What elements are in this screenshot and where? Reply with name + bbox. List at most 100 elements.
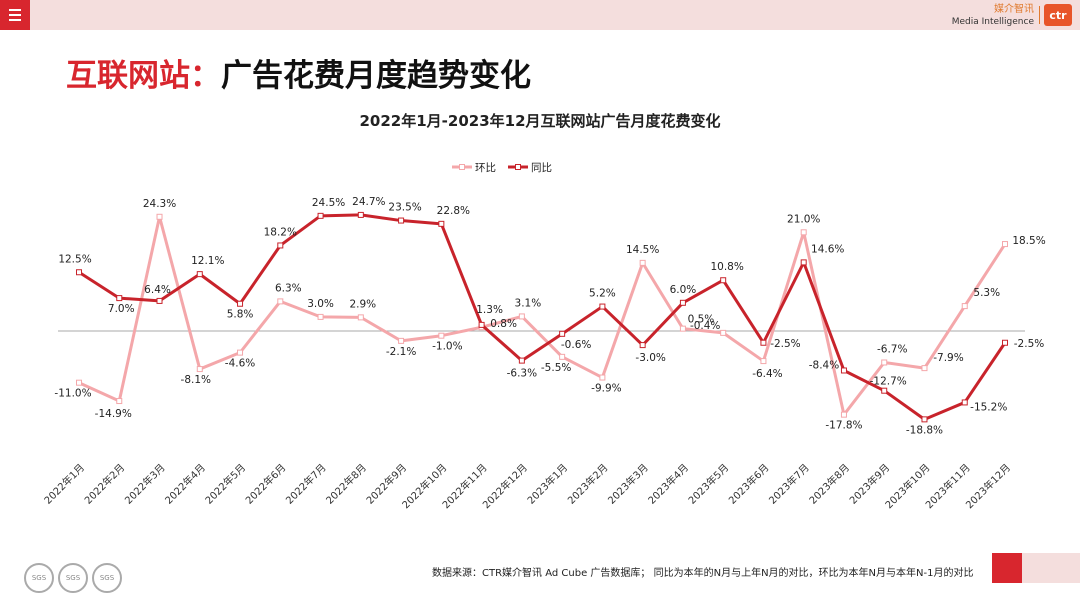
- data-point-tongbi: [237, 300, 244, 307]
- data-label-tongbi: -18.8%: [906, 424, 943, 436]
- data-label-huanbi: 3.1%: [515, 297, 542, 309]
- x-tick-label: 2022年8月: [323, 461, 369, 507]
- data-label-huanbi: -9.9%: [591, 383, 621, 395]
- footer-source: 数据来源：CTR媒介智讯 Ad Cube 广告数据库； 同比为本年的N月与上年N…: [432, 568, 974, 579]
- data-point-tongbi: [438, 220, 445, 227]
- data-label-tongbi: 1.3%: [476, 304, 503, 316]
- data-label-huanbi: -1.0%: [432, 341, 462, 353]
- data-point-tongbi: [398, 217, 405, 224]
- data-point-huanbi: [840, 411, 847, 418]
- data-point-huanbi: [116, 398, 123, 405]
- data-label-huanbi: 0.8%: [490, 318, 517, 330]
- data-label-huanbi: -7.9%: [933, 352, 963, 364]
- data-point-huanbi: [921, 365, 928, 372]
- x-tick-label: 2023年8月: [806, 461, 852, 507]
- x-tick-label: 2023年6月: [726, 461, 772, 507]
- series-line-huanbi: [78, 215, 1007, 417]
- x-tick-label: 2023年7月: [766, 461, 812, 507]
- data-label-tongbi: -0.6%: [561, 339, 591, 351]
- page-title: 互联网站：广告花费月度趋势变化: [66, 50, 531, 95]
- x-tick-label: 2023年1月: [524, 461, 570, 507]
- data-point-tongbi: [599, 303, 606, 310]
- legend-label-huanbi: 环比: [475, 161, 496, 174]
- data-label-huanbi: -0.4%: [690, 320, 720, 332]
- page-title-part1: 互联网站：: [66, 58, 221, 94]
- data-point-tongbi: [196, 271, 203, 278]
- data-point-tongbi: [720, 277, 727, 284]
- hamburger-icon-line: [9, 9, 21, 11]
- data-point-huanbi: [881, 359, 888, 366]
- data-label-huanbi: 18.5%: [1012, 235, 1045, 247]
- data-point-huanbi: [961, 303, 968, 310]
- data-point-tongbi: [840, 367, 847, 374]
- data-label-huanbi: -5.5%: [541, 362, 571, 374]
- data-point-tongbi: [76, 269, 82, 276]
- x-tick-label: 2022年5月: [202, 461, 248, 507]
- x-tick-label: 2022年2月: [82, 461, 128, 507]
- data-point-huanbi: [760, 358, 767, 365]
- data-point-tongbi: [116, 295, 123, 302]
- x-tick-label: 2022年7月: [283, 461, 329, 507]
- chart-title: 2022年1月-2023年12月互联网站广告月度花费变化: [359, 112, 721, 130]
- data-point-tongbi: [679, 299, 686, 306]
- data-label-tongbi: -12.7%: [870, 376, 907, 388]
- data-label-huanbi: 2.9%: [349, 298, 376, 310]
- data-point-tongbi: [881, 387, 888, 394]
- data-point-huanbi: [237, 349, 244, 356]
- data-point-huanbi: [357, 314, 364, 321]
- data-label-huanbi: -11.0%: [54, 388, 91, 400]
- data-label-tongbi: 14.6%: [811, 243, 844, 255]
- data-point-huanbi: [438, 332, 445, 339]
- brand-cn: 媒介智讯: [994, 4, 1034, 15]
- data-label-huanbi: -4.6%: [225, 358, 255, 370]
- data-label-huanbi: 3.0%: [307, 298, 334, 310]
- legend-label-tongbi: 同比: [531, 161, 552, 174]
- data-point-huanbi: [518, 313, 525, 320]
- ctr-logo: ctr: [1044, 4, 1072, 26]
- data-point-tongbi: [961, 399, 968, 406]
- data-label-tongbi: 22.8%: [437, 205, 470, 217]
- data-point-huanbi: [317, 313, 324, 320]
- x-tick-label: 2022年9月: [363, 461, 409, 507]
- data-point-huanbi: [1002, 241, 1008, 248]
- data-label-tongbi: -3.0%: [635, 352, 665, 364]
- brand-separator: [1039, 6, 1040, 24]
- data-point-huanbi: [639, 259, 646, 266]
- x-tick-label: 2022年4月: [162, 461, 208, 507]
- brand: 媒介智讯 Media Intelligence: [952, 4, 1034, 28]
- data-label-huanbi: 14.5%: [626, 244, 659, 256]
- data-point-tongbi: [921, 416, 928, 423]
- data-point-huanbi: [196, 366, 203, 373]
- data-point-tongbi: [760, 339, 767, 346]
- menu-button[interactable]: [0, 0, 30, 30]
- data-point-tongbi: [478, 321, 485, 328]
- data-label-tongbi: 5.2%: [589, 288, 616, 300]
- data-label-huanbi: 0.5%: [688, 314, 715, 326]
- brand-en: Media Intelligence: [951, 17, 1034, 27]
- x-tick-label: 2023年4月: [645, 461, 691, 507]
- data-point-huanbi: [679, 325, 686, 332]
- data-label-tongbi: -2.5%: [1014, 338, 1044, 350]
- data-point-huanbi: [76, 379, 82, 386]
- data-label-huanbi: -6.7%: [877, 343, 907, 355]
- x-tick-label: 2022年6月: [243, 461, 289, 507]
- data-label-huanbi: -2.1%: [386, 346, 416, 358]
- hamburger-icon-line: [9, 19, 21, 21]
- data-point-huanbi: [599, 374, 606, 381]
- data-point-tongbi: [357, 211, 364, 218]
- data-point-tongbi: [277, 242, 284, 249]
- data-label-tongbi: 10.8%: [710, 261, 743, 273]
- series-line-tongbi: [78, 213, 1007, 421]
- data-label-huanbi: -8.1%: [181, 374, 211, 386]
- data-label-tongbi: 6.4%: [144, 284, 171, 296]
- data-point-tongbi: [156, 297, 163, 304]
- data-label-huanbi: -17.8%: [825, 420, 862, 432]
- page-title-part2: 广告花费月度趋势变化: [221, 58, 531, 94]
- x-tick-label: 2023年3月: [605, 461, 651, 507]
- data-label-huanbi: 5.3%: [973, 287, 1000, 299]
- data-label-tongbi: 12.5%: [58, 253, 91, 265]
- x-tick-label: 2023年5月: [685, 461, 731, 507]
- x-tick-label: 2022年1月: [41, 461, 87, 507]
- data-label-tongbi: 7.0%: [108, 303, 135, 315]
